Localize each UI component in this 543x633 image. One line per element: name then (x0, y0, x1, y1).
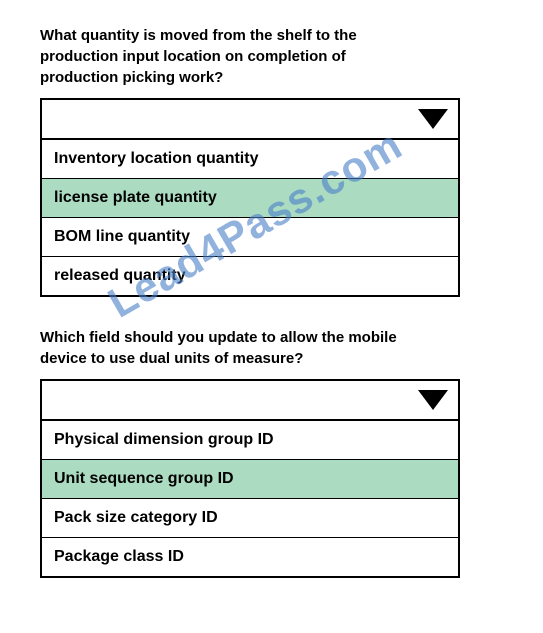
dropdown-1-option-3[interactable]: released quantity (42, 257, 458, 295)
dropdown-2-option-0[interactable]: Physical dimension group ID (42, 421, 458, 460)
dropdown-1-option-0[interactable]: Inventory location quantity (42, 140, 458, 179)
dropdown-2-header[interactable] (42, 381, 458, 421)
dropdown-1-option-2[interactable]: BOM line quantity (42, 218, 458, 257)
dropdown-2-option-2[interactable]: Pack size category ID (42, 499, 458, 538)
dropdown-1: Inventory location quantity license plat… (40, 98, 460, 297)
question-block-2: Which field should you update to allow t… (40, 327, 503, 578)
dropdown-1-header[interactable] (42, 100, 458, 140)
dropdown-2: Physical dimension group ID Unit sequenc… (40, 379, 460, 578)
dropdown-1-option-1[interactable]: license plate quantity (42, 179, 458, 218)
question-1-text: What quantity is moved from the shelf to… (40, 25, 400, 88)
dropdown-2-option-3[interactable]: Package class ID (42, 538, 458, 576)
chevron-down-icon (418, 109, 448, 129)
chevron-down-icon (418, 390, 448, 410)
question-2-text: Which field should you update to allow t… (40, 327, 400, 369)
dropdown-2-option-1[interactable]: Unit sequence group ID (42, 460, 458, 499)
question-block-1: What quantity is moved from the shelf to… (40, 25, 503, 297)
